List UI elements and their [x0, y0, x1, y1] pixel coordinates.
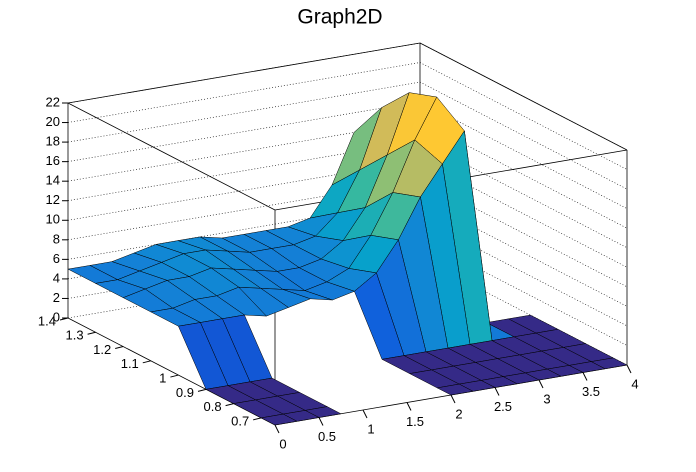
z-tick-label: 10 — [46, 212, 60, 227]
z-tick-label: 6 — [53, 251, 60, 266]
chart-title: Graph2D — [297, 6, 382, 29]
x-tick-label: 4 — [631, 376, 638, 391]
x-tick-label: 3.5 — [582, 384, 600, 399]
y-tick-label: 0.9 — [176, 385, 194, 400]
y-tick-label: 0.8 — [204, 399, 222, 414]
x-tick — [318, 417, 324, 426]
x-tick-label: 1 — [367, 421, 374, 436]
x-tick — [274, 424, 280, 434]
z-tick-label: 4 — [53, 270, 60, 285]
z-tick-label: 12 — [46, 192, 60, 207]
z-tick-label: 20 — [46, 114, 60, 129]
x-tick — [626, 364, 632, 374]
surface-cell — [260, 413, 298, 426]
z-tick-label: 8 — [53, 231, 60, 246]
x-tick-label: 2 — [455, 406, 462, 421]
box-edge — [67, 102, 276, 211]
y-tick — [115, 346, 124, 350]
z-tick-label: 2 — [53, 290, 60, 305]
y-tick — [253, 417, 262, 421]
x-tick-label: 1.5 — [406, 414, 424, 429]
y-tick — [197, 388, 207, 392]
x-tick — [494, 387, 500, 396]
y-tick-label: 1.3 — [66, 328, 84, 343]
x-tick-label: 0 — [279, 436, 286, 451]
z-tick-label: 0 — [53, 309, 60, 324]
z-tick-label: 16 — [46, 153, 60, 168]
z-tick-label: 22 — [46, 94, 60, 109]
y-tick-label: 1.1 — [121, 356, 139, 371]
grid-line — [67, 42, 628, 151]
x-tick — [582, 372, 588, 381]
y-tick — [225, 403, 234, 407]
y-tick-label: 1.2 — [93, 342, 111, 357]
z-tick-label: 18 — [46, 134, 60, 149]
x-tick-label: 3 — [543, 391, 550, 406]
x-tick-label: 2.5 — [494, 399, 512, 414]
x-tick-label: 0.5 — [318, 429, 336, 444]
y-tick-label: 1.4 — [38, 313, 56, 328]
x-tick — [362, 409, 368, 419]
x-tick — [406, 402, 412, 411]
y-tick — [87, 331, 96, 335]
x-tick — [538, 379, 544, 389]
y-tick — [142, 360, 151, 364]
surface-cell — [436, 383, 474, 396]
y-tick-label: 0.7 — [231, 413, 249, 428]
z-tick-label: 14 — [46, 173, 60, 188]
y-tick-label: 1 — [159, 371, 166, 386]
box-edge — [67, 42, 421, 104]
box-edge — [419, 42, 628, 151]
x-tick — [450, 394, 456, 404]
y-tick — [170, 374, 179, 378]
